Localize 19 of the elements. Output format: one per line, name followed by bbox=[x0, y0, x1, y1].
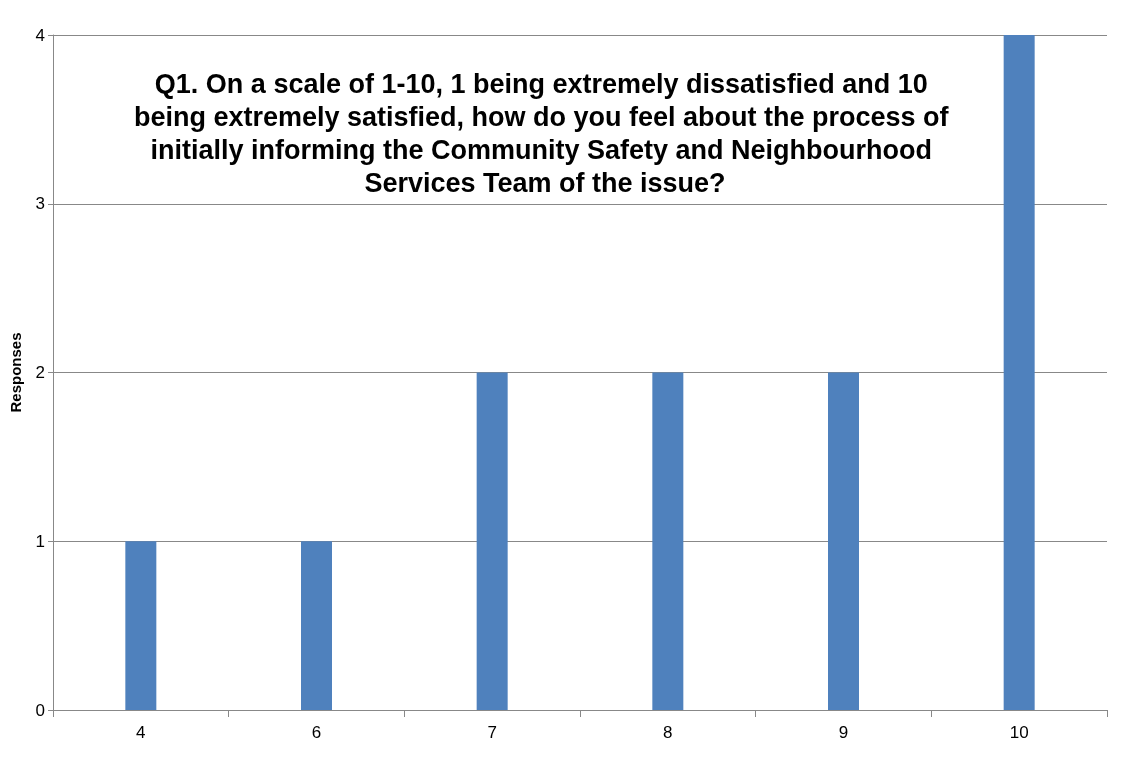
bar bbox=[828, 372, 859, 710]
bar bbox=[125, 541, 157, 710]
y-tick-label: 4 bbox=[35, 25, 45, 45]
bar bbox=[301, 541, 332, 710]
bar bbox=[652, 372, 684, 710]
y-tick-label: 3 bbox=[35, 194, 45, 214]
x-tick-label: 7 bbox=[487, 723, 497, 742]
y-tick-label: 1 bbox=[35, 531, 45, 551]
y-axis-title: Responses bbox=[7, 332, 24, 413]
text: Q1. On a scale of 1-10, 1 being extremely dissatisfied and 10 being extremely satisfied, how do you feel about the process of initially informing the Community Safety and Neighbourhood Services Team of the issue? bbox=[133, 68, 957, 198]
bar bbox=[1003, 35, 1035, 710]
x-tick-label: 8 bbox=[663, 723, 673, 742]
x-tick-label: 4 bbox=[136, 723, 146, 742]
x-tick-label: 9 bbox=[838, 723, 849, 742]
bar bbox=[476, 372, 508, 710]
y-tick-label: 0 bbox=[35, 700, 45, 720]
y-tick-label: 2 bbox=[35, 363, 45, 382]
x-tick-label: 6 bbox=[311, 723, 322, 742]
x-tick-label: 10 bbox=[1009, 723, 1029, 742]
